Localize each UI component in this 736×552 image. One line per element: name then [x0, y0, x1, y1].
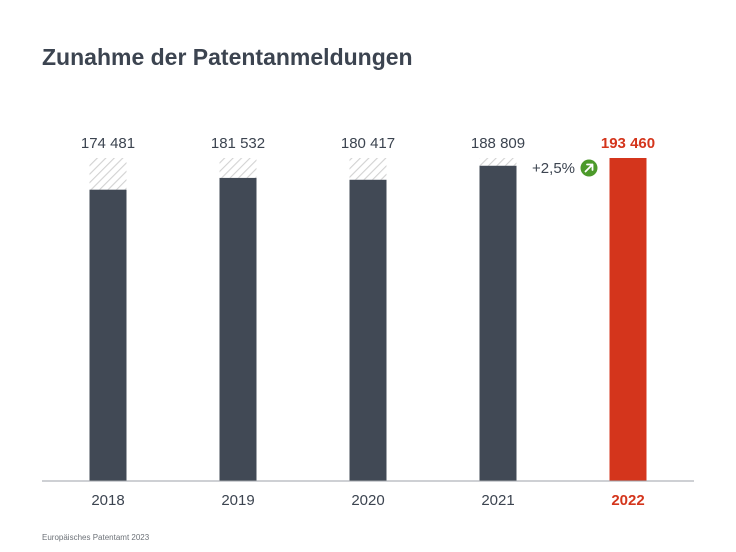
bar-2022 — [609, 158, 647, 481]
source-note: Europäisches Patentamt 2023 — [42, 533, 150, 542]
bar-gap-2020 — [349, 158, 387, 180]
growth-annotation: +2,5% — [532, 160, 575, 177]
tick-label-2020: 2020 — [351, 492, 384, 509]
value-label-2021: 188 809 — [471, 135, 525, 152]
tick-label-2019: 2019 — [221, 492, 254, 509]
value-label-2018: 174 481 — [81, 135, 135, 152]
bar-gap-2019 — [219, 158, 257, 178]
bar-2018 — [89, 189, 127, 481]
bar-gap-2021 — [479, 158, 517, 166]
chart-title: Zunahme der Patentanmeldungen — [42, 44, 413, 70]
value-label-2022: 193 460 — [601, 135, 655, 152]
arrow-up-right-icon — [580, 159, 598, 177]
value-label-2020: 180 417 — [341, 135, 395, 152]
tick-label-2021: 2021 — [481, 492, 514, 509]
value-label-2019: 181 532 — [211, 135, 265, 152]
bar-2021 — [479, 165, 517, 481]
bar-gap-2018 — [89, 158, 127, 190]
bar-2019 — [219, 177, 257, 482]
tick-label-2018: 2018 — [91, 492, 124, 509]
tick-label-2022: 2022 — [611, 492, 644, 509]
bar-2020 — [349, 179, 387, 481]
